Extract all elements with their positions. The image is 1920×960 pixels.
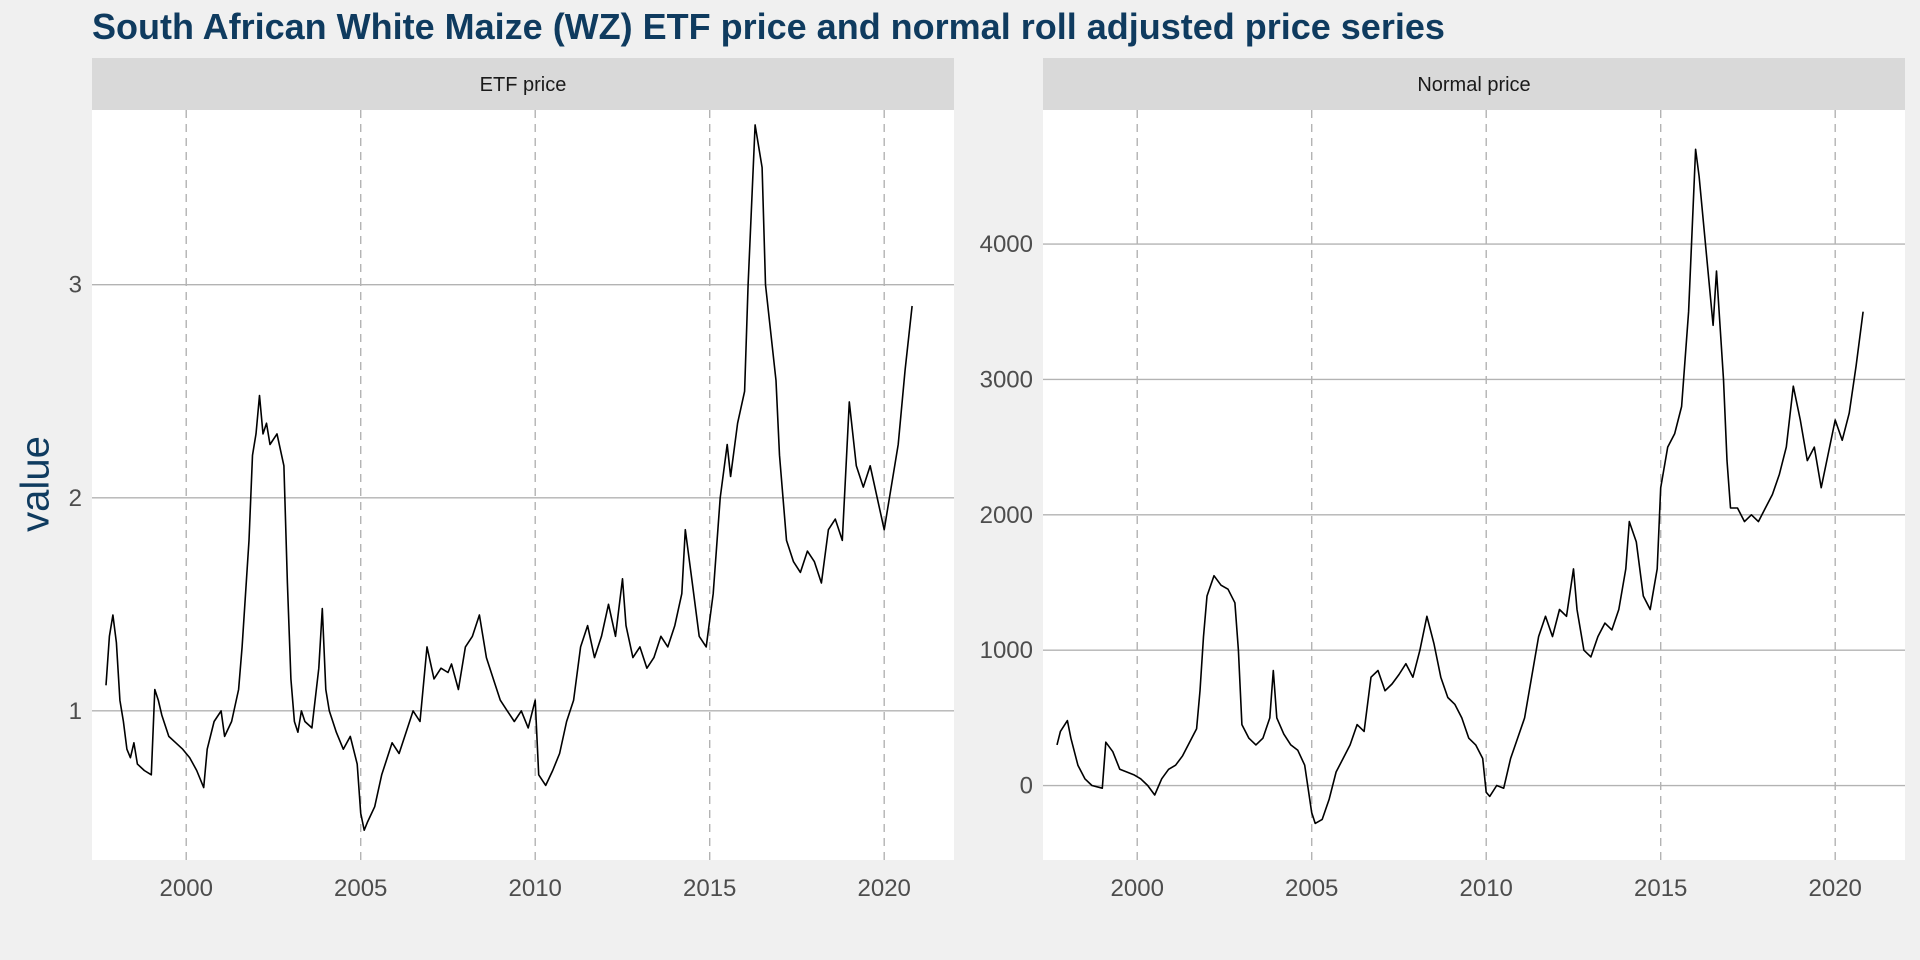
facet-panel-1: ETF price 1 2 3 2000 2005 2010 2015 2020 xyxy=(69,58,954,902)
x-tick-label: 2020 xyxy=(1809,875,1862,902)
x-tick-label: 2005 xyxy=(1285,875,1338,902)
x-tick-label: 2020 xyxy=(858,875,911,902)
series-line xyxy=(105,124,913,832)
y-tick-label: 2 xyxy=(69,485,82,512)
y-tick-label: 4000 xyxy=(980,231,1033,258)
x-tick-label: 2015 xyxy=(1634,875,1687,902)
facet-strip xyxy=(92,58,954,110)
y-tick-label: 1 xyxy=(69,698,82,725)
y-tick-label: 3000 xyxy=(980,366,1033,393)
facet-panel-2: Normal price 0 1000 2000 3000 4000 2000 2005 201… xyxy=(980,58,1905,902)
x-tick-label: 2010 xyxy=(1460,875,1513,902)
y-axis-label: value xyxy=(13,436,58,532)
facet-strip xyxy=(1043,58,1905,110)
plot-background xyxy=(92,110,954,860)
x-tick-label: 2000 xyxy=(160,875,213,902)
facet-strip-label: ETF price xyxy=(480,74,567,96)
chart-title: South African White Maize (WZ) ETF price… xyxy=(92,6,1445,47)
series-line xyxy=(1056,148,1864,825)
plot-background xyxy=(1043,110,1905,860)
y-tick-label: 3 xyxy=(69,272,82,299)
x-tick-label: 2005 xyxy=(334,875,387,902)
y-tick-label: 1000 xyxy=(980,637,1033,664)
x-tick-label: 2000 xyxy=(1111,875,1164,902)
x-tick-label: 2010 xyxy=(509,875,562,902)
x-tick-label: 2015 xyxy=(683,875,736,902)
facet-strip-label: Normal price xyxy=(1417,74,1530,96)
y-tick-label: 0 xyxy=(1020,773,1033,800)
y-tick-label: 2000 xyxy=(980,502,1033,529)
